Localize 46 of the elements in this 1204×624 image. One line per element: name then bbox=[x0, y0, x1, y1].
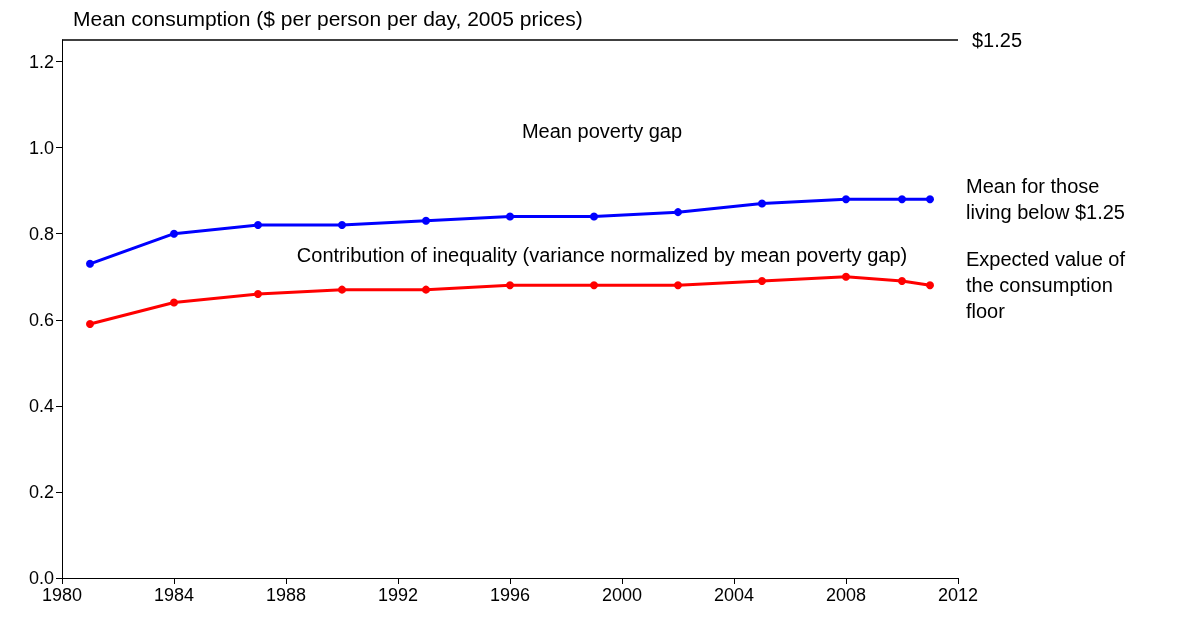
y-tick-label: 0.4 bbox=[28, 395, 54, 416]
point bbox=[422, 285, 430, 294]
point bbox=[926, 195, 934, 204]
point bbox=[506, 212, 514, 221]
x-tick-label: 1984 bbox=[153, 585, 195, 605]
annotation: Contribution of inequality (variance normalized by mean poverty gap) bbox=[296, 244, 908, 266]
point bbox=[674, 281, 682, 290]
x-tick-label: 2012 bbox=[937, 585, 979, 605]
y-tick-label: 1.0 bbox=[28, 137, 54, 158]
point bbox=[898, 277, 906, 286]
point bbox=[86, 259, 94, 268]
x-tick-label: 2004 bbox=[713, 585, 755, 605]
point bbox=[254, 221, 262, 230]
x-tick-label: 2008 bbox=[825, 585, 867, 605]
point bbox=[170, 229, 178, 238]
point bbox=[338, 285, 346, 294]
ref-line-label: $1.25 bbox=[972, 29, 1023, 51]
point bbox=[590, 281, 598, 290]
point bbox=[674, 208, 682, 217]
x-tick-label: 1992 bbox=[377, 585, 419, 605]
point bbox=[842, 272, 850, 281]
x-tick-label: 1988 bbox=[265, 585, 307, 605]
point bbox=[86, 320, 94, 329]
y-tick-label: 0.0 bbox=[28, 568, 54, 588]
x-tick-label: 1980 bbox=[41, 585, 83, 605]
point bbox=[422, 216, 430, 225]
series-label: Mean for those living below $1.25 bbox=[966, 175, 1125, 224]
point bbox=[758, 199, 766, 208]
y-tick-label: 0.2 bbox=[28, 481, 54, 502]
y-tick-label: 0.8 bbox=[28, 223, 54, 244]
point bbox=[254, 289, 262, 298]
y-tick-label: 1.2 bbox=[28, 51, 54, 72]
point bbox=[898, 195, 906, 204]
annotation: Mean poverty gap bbox=[521, 120, 683, 142]
x-tick-label: 2000 bbox=[601, 585, 643, 605]
point bbox=[926, 281, 934, 290]
point bbox=[842, 195, 850, 204]
point bbox=[338, 221, 346, 230]
point bbox=[590, 212, 598, 221]
chart-title: Mean consumption ($ per person per day, 2005 prices) bbox=[73, 7, 583, 30]
series-label: Expected value of the consumption floor bbox=[966, 248, 1131, 323]
x-tick-label: 1996 bbox=[489, 585, 531, 605]
y-tick-label: 0.6 bbox=[28, 309, 54, 330]
point bbox=[758, 277, 766, 286]
point bbox=[506, 281, 514, 290]
point bbox=[170, 298, 178, 307]
